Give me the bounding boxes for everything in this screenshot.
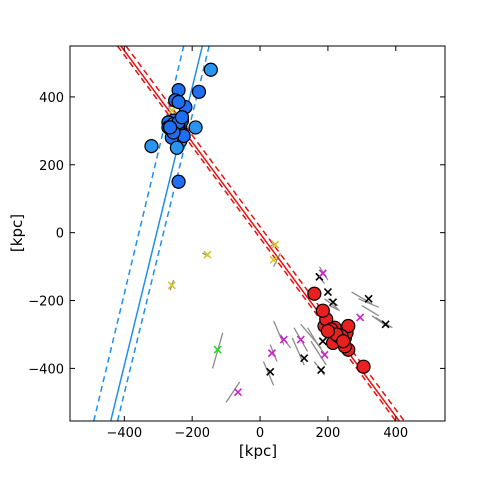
yellow-x-marker xyxy=(271,240,280,249)
error-segment xyxy=(358,298,380,308)
error-segment xyxy=(361,305,380,317)
blue-point xyxy=(163,120,178,135)
x-tick-label: 400 xyxy=(383,426,408,441)
black-x-marker xyxy=(318,337,327,346)
y-tick-label: −200 xyxy=(28,295,64,310)
y-axis-label: [kpc] xyxy=(8,214,26,252)
error-segment xyxy=(329,305,341,312)
yellow-x-marker xyxy=(167,106,176,115)
magenta-x-marker xyxy=(296,335,305,344)
blue-point xyxy=(171,174,186,189)
blue-point xyxy=(171,94,186,110)
error-segment xyxy=(273,252,281,267)
y-tick-label: 0 xyxy=(56,227,64,242)
red-point xyxy=(315,303,330,318)
yellow-x-marker xyxy=(269,255,278,264)
blue-point xyxy=(174,110,190,125)
yellow-x-marker xyxy=(167,281,176,290)
magenta-x-marker xyxy=(267,349,276,358)
x-tick-label: 0 xyxy=(256,426,264,441)
x-tick-label: −200 xyxy=(174,426,210,441)
magenta-x-marker xyxy=(356,313,365,322)
blue-point xyxy=(169,140,185,155)
red-dashed-line xyxy=(116,46,397,421)
plot-frame xyxy=(69,45,446,422)
y-tick-label: −400 xyxy=(28,362,64,377)
blue-dashed-line xyxy=(116,46,210,421)
red-point xyxy=(336,334,351,349)
x-tick-label: −400 xyxy=(106,426,142,441)
y-tick-label: 200 xyxy=(39,159,64,174)
error-segment xyxy=(269,344,278,362)
black-x-marker xyxy=(300,354,309,363)
y-tick-label: 400 xyxy=(39,91,64,106)
red-dashed-line xyxy=(125,46,405,421)
black-x-marker xyxy=(266,367,275,376)
x-axis-label: [kpc] xyxy=(239,442,277,460)
red-point xyxy=(320,323,336,339)
red-point xyxy=(341,318,356,334)
red-solid-line xyxy=(120,46,400,421)
error-segment xyxy=(300,323,322,349)
blue-point xyxy=(188,120,203,135)
error-segment xyxy=(351,291,373,305)
red-point xyxy=(356,359,371,374)
black-x-marker xyxy=(323,287,332,297)
black-x-marker xyxy=(328,298,338,307)
blue-point xyxy=(191,84,207,99)
magenta-x-marker xyxy=(233,388,243,397)
black-x-marker xyxy=(317,366,326,375)
magenta-x-marker xyxy=(279,335,288,344)
error-segment xyxy=(310,340,327,366)
black-x-marker xyxy=(364,294,373,303)
blue-point xyxy=(203,62,218,77)
magenta-x-marker xyxy=(320,350,329,359)
red-point xyxy=(307,286,322,301)
error-segment xyxy=(225,381,241,403)
yellow-x-marker xyxy=(203,250,212,259)
black-x-marker xyxy=(381,320,390,329)
blue-point xyxy=(144,139,159,154)
green-x-marker xyxy=(213,345,222,354)
magenta-x-marker xyxy=(318,269,327,278)
x-tick-label: 200 xyxy=(316,426,341,441)
